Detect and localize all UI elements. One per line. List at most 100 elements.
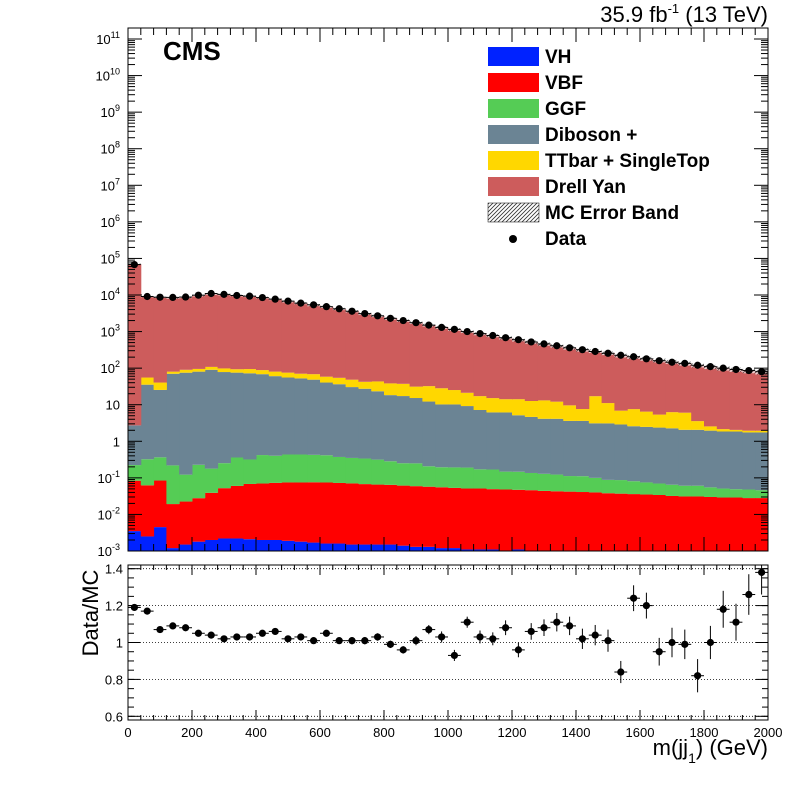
main-x-axis [127,28,769,551]
stack-bar [665,484,679,496]
stack-bar [588,351,603,397]
stack-bar [166,465,180,505]
legend-entry: MC Error Band [487,202,679,224]
ratio-point [719,605,727,613]
x-axis-label-main: m(jj [653,735,688,760]
legend-label: VBF [545,73,583,94]
ratio-point [143,607,151,615]
stack-bar [294,541,308,551]
stack-bar [256,483,270,540]
legend-swatch [488,177,539,196]
y-tick-exponent: -1 [112,469,120,479]
stack-bar [601,493,615,551]
legend-label: GGF [545,99,586,120]
stack-bar [537,490,551,551]
stack-bar [614,355,628,411]
stack-bar [460,467,475,489]
x-tick-label: 1000 [434,725,463,740]
y-tick-exponent: -2 [112,505,120,515]
y-tick-label: 10-1 [98,469,120,486]
stack-bar [281,454,295,483]
data-point [502,334,510,342]
stack-bar [230,538,244,551]
data-point [578,346,587,354]
ratio-y-tick-label: 0.6 [105,709,123,724]
legend-label: Data [545,229,587,250]
stack-bar [230,457,244,486]
stack-bar [448,404,462,468]
stack-bar [512,415,526,472]
ratio-point [207,631,215,639]
x-axis-label-subscript: 1 [688,750,696,766]
ratio-point [156,625,164,634]
y-tick-label: 109 [101,103,120,120]
stack-bar [704,430,718,488]
data-point [630,353,638,361]
stack-bar [166,373,180,466]
stack-bar [396,396,411,464]
data-point [374,312,382,320]
stack-bar [422,466,436,487]
y-tick-base: 10 [106,398,120,413]
ratio-point [194,629,202,637]
stack-bar [256,374,270,456]
stack-bar [576,492,590,551]
stack-bar [422,546,436,551]
data-point [732,365,740,374]
y-tick-exponent: 7 [115,176,120,186]
stack-bar [729,369,743,430]
data-point [143,292,151,301]
data-point [207,289,215,298]
x-tick-label: 1800 [690,725,719,740]
stack-bar [307,374,321,380]
stack-bar [588,396,603,424]
data-point [617,351,625,359]
stack-bar [179,501,193,545]
stack-bar [204,294,219,367]
x-tick-label: 600 [309,725,331,740]
data-point [553,342,561,350]
legend-swatch [488,99,539,118]
stack-bar [524,401,539,417]
stack-bar [358,484,372,545]
stack-bar [153,527,167,551]
stack-bar [627,409,641,427]
ratio-point [578,635,587,643]
stack-bar [294,373,308,379]
stack-bar [384,383,398,396]
stack-bar [460,392,475,407]
data-point [694,361,702,369]
stack-bar [268,482,283,540]
series-drell-yan [128,264,769,431]
x-tick-label: 0 [124,725,131,740]
stack-bar [473,549,487,551]
data-point [527,338,535,346]
ratio-point [502,624,510,632]
ratio-points [128,565,768,693]
stack-bar [601,423,615,480]
stack-bar [243,459,257,484]
stack-bar [524,472,539,491]
series-diboson [128,369,769,491]
legend-entry: VBF [488,73,583,94]
ratio-point [591,631,599,639]
stack-bar [192,368,206,372]
ratio-point [450,651,458,660]
stack-bar [704,496,718,551]
stack-bar [576,420,590,477]
stack-bar [294,303,308,374]
stack-bar [294,454,308,483]
stack-bar [729,429,743,432]
legend-label: Drell Yan [545,177,626,198]
stack-bar [499,399,513,413]
stack-bar [307,454,321,483]
x-tick-label: 2000 [754,725,783,740]
stack-bar [409,546,423,551]
stack-bar [473,396,487,410]
stack-bar [652,427,667,484]
y-tick-base: 10 [101,105,115,120]
stack-bar [486,549,500,551]
x-tick-label: 400 [245,725,267,740]
stack-bar [204,366,219,370]
stack-bar [332,377,347,385]
